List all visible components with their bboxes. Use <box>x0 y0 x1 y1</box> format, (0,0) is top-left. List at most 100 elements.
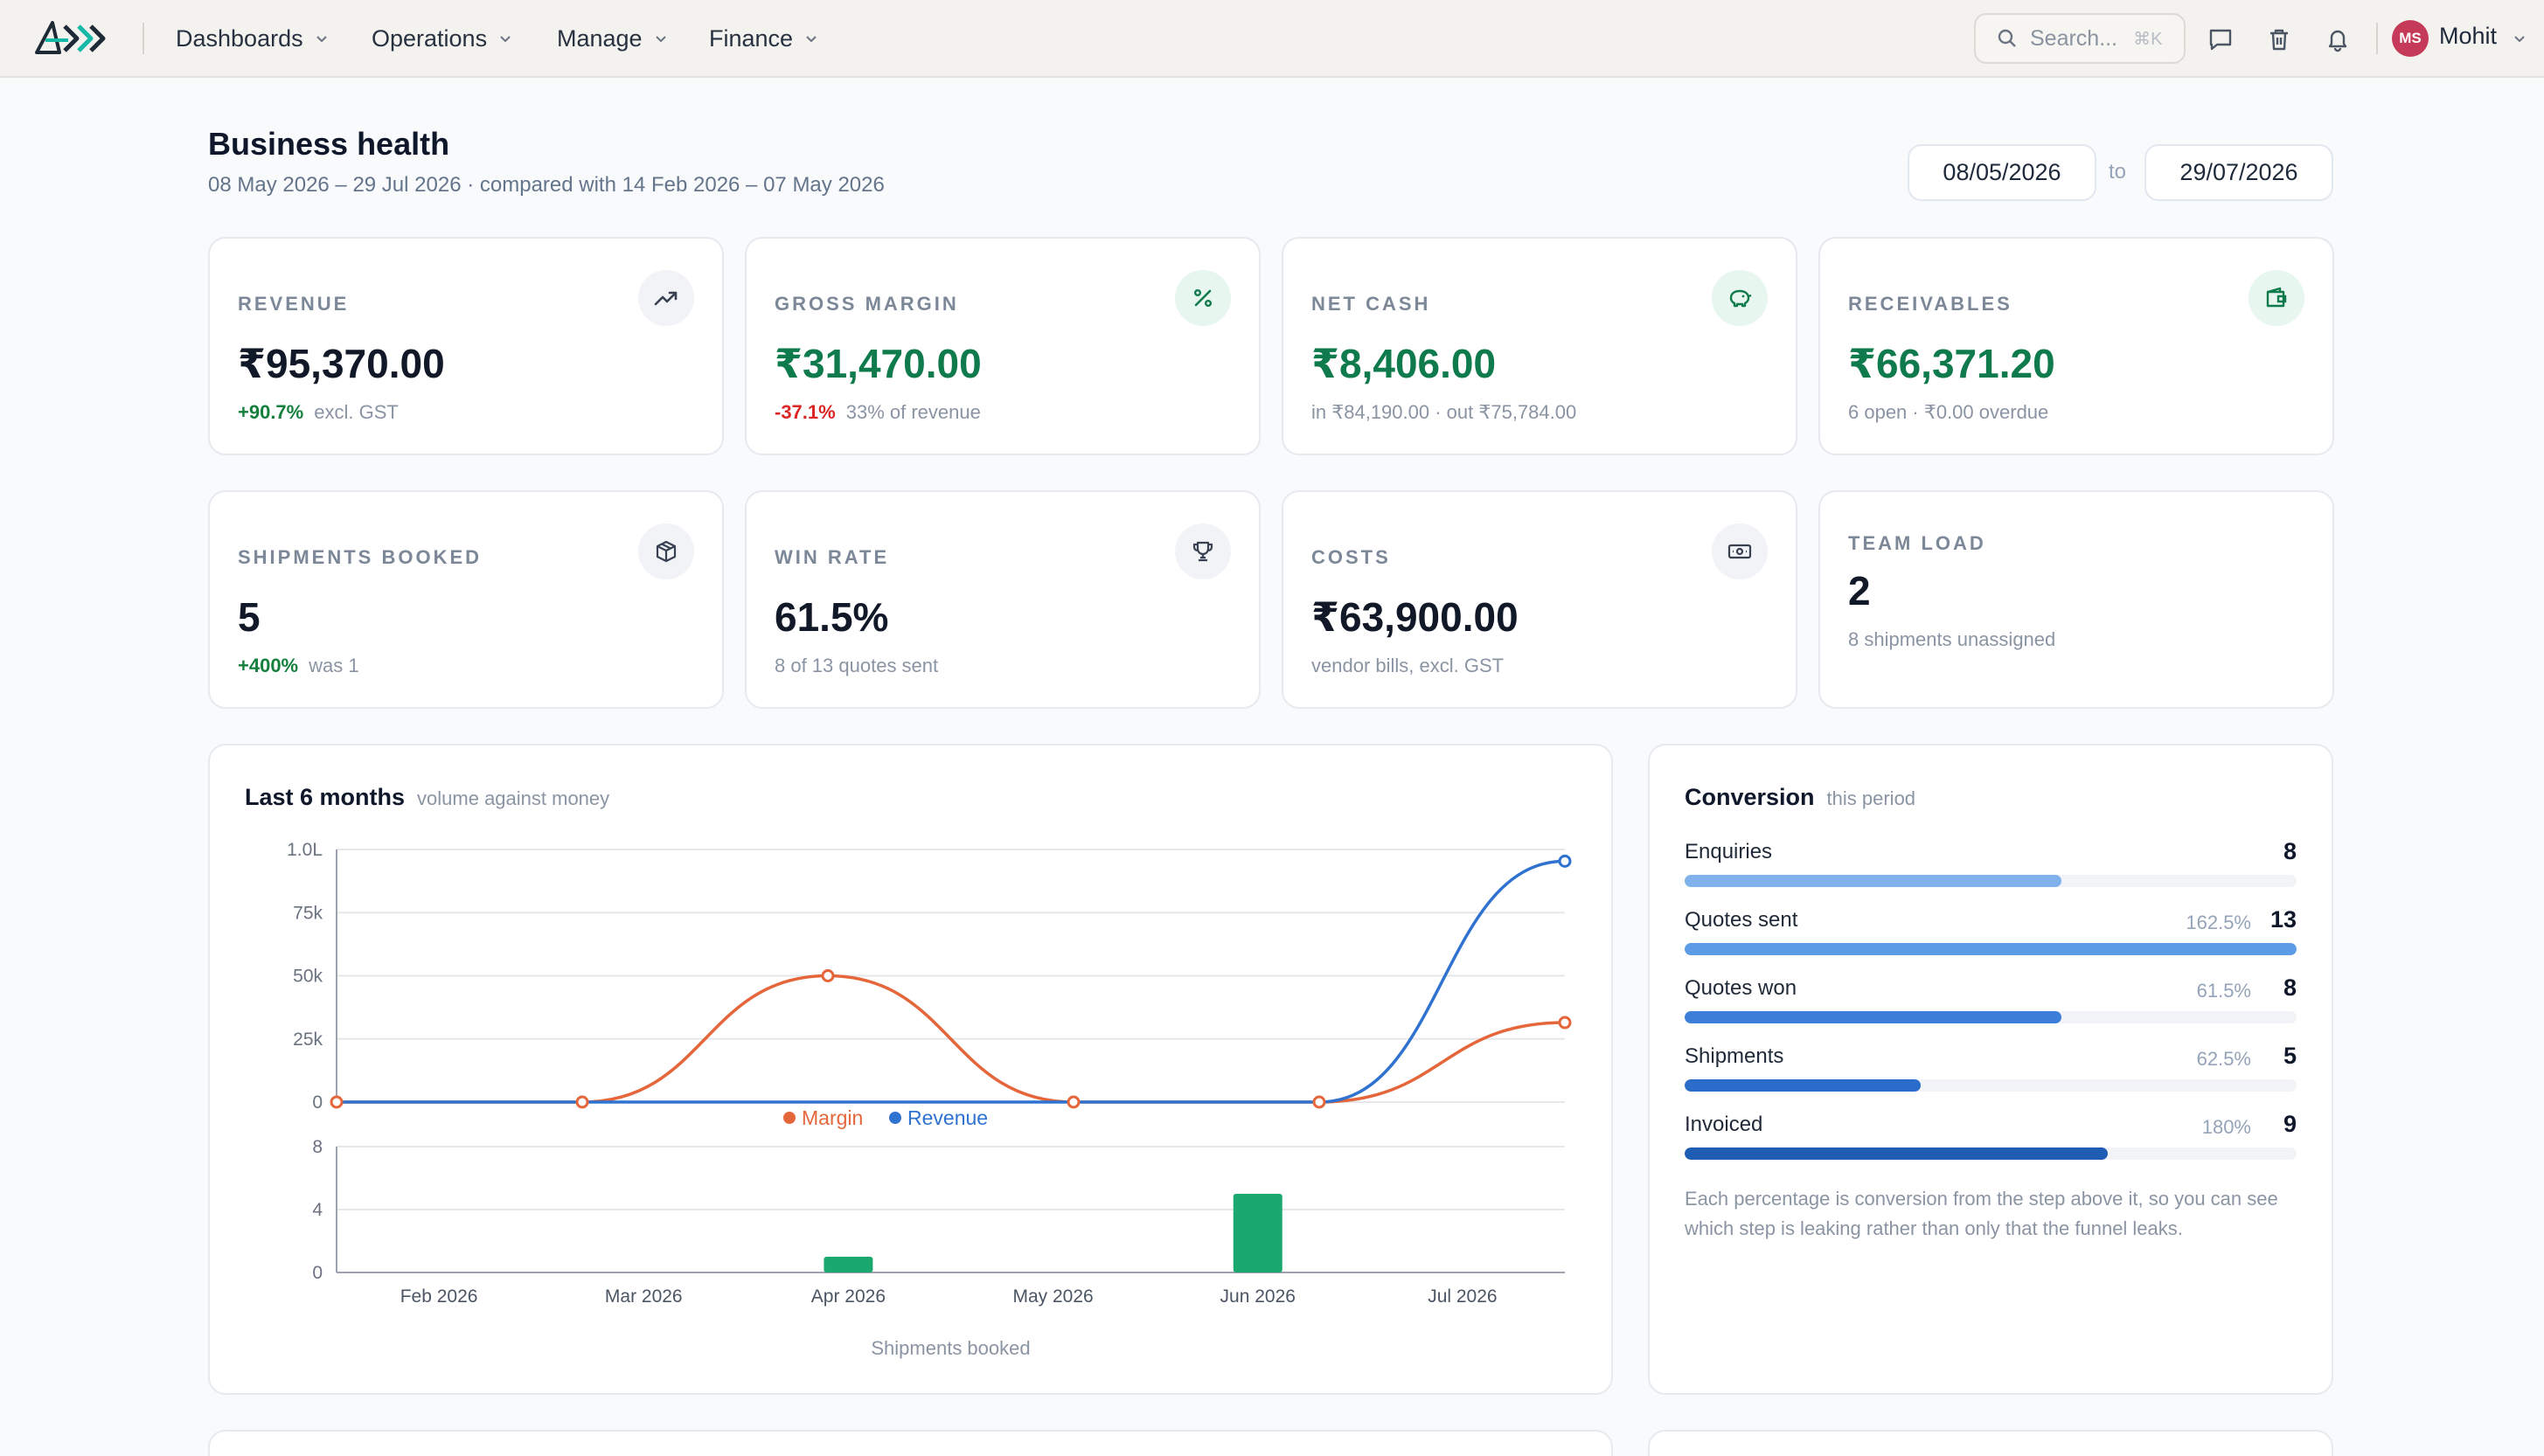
conversion-title: Conversion <box>1685 784 1815 810</box>
date-to-input[interactable]: 29/07/2026 <box>2144 144 2333 201</box>
funnel-step-percent: 180% <box>2201 1116 2251 1138</box>
data-point-margin <box>821 969 835 982</box>
next-section-card-left <box>208 1430 1613 1456</box>
kpi-value: ₹8,406.00 <box>1311 341 1497 386</box>
funnel-step-count: 5 <box>2283 1043 2297 1069</box>
kpi-card-receivables[interactable]: RECEIVABLES ₹66,371.20 6 open · ₹0.00 ov… <box>1818 237 2334 455</box>
funnel-track <box>1685 1079 2297 1092</box>
chevron-down-icon <box>655 36 666 43</box>
y-tick-label: 75k <box>293 903 323 923</box>
sub-y-tick-label: 4 <box>312 1200 323 1220</box>
date-range-separator: to <box>2109 160 2127 184</box>
x-tick-label: Mar 2026 <box>605 1286 683 1307</box>
user-name[interactable]: Mohit <box>2439 23 2498 49</box>
chart-subtitle: volume against money <box>417 787 610 809</box>
nav-dashboards[interactable]: Dashboards <box>176 21 330 56</box>
sub-chart-x-label: Shipments booked <box>871 1337 1030 1359</box>
kpi-value: 61.5% <box>775 594 889 640</box>
nav-divider <box>142 23 144 54</box>
conversion-footnote: Each percentage is conversion from the s… <box>1685 1188 2278 1239</box>
data-point-margin <box>1067 1095 1081 1109</box>
kpi-note: vendor bills, excl. GST <box>1311 655 1505 676</box>
funnel-step-percent: 162.5% <box>2186 912 2251 933</box>
funnel-row: Enquiries 8 <box>1685 838 2297 905</box>
date-from-input[interactable]: 08/05/2026 <box>1908 144 2096 201</box>
data-point-revenue <box>1558 854 1572 868</box>
sub-y-tick-label: 8 <box>312 1137 323 1157</box>
legend-label-margin: Margin <box>802 1106 863 1129</box>
package-icon <box>638 523 694 579</box>
message-square-icon <box>2209 29 2232 51</box>
kpi-value: ₹63,900.00 <box>1311 594 1519 640</box>
kpi-card-gross-margin[interactable]: GROSS MARGIN ₹31,470.00 -37.1% 33% of rev… <box>745 237 1261 455</box>
messages-button[interactable] <box>2202 21 2239 58</box>
trending-up-icon <box>638 270 694 326</box>
kpi-note: +90.7% excl. GST <box>238 401 399 424</box>
funnel-bar <box>1685 1011 2061 1023</box>
data-point-margin <box>330 1095 344 1109</box>
kpi-value: ₹31,470.00 <box>775 341 982 386</box>
legend-swatch-revenue <box>889 1112 901 1124</box>
funnel-step-name: Shipments <box>1685 1044 1784 1068</box>
page-subtitle: 08 May 2026 – 29 Jul 2026 · compared wit… <box>208 173 885 197</box>
trash-button[interactable] <box>2261 21 2297 58</box>
funnel-step-name: Invoiced <box>1685 1113 1763 1136</box>
funnel-bar <box>1685 1147 2109 1160</box>
chart-panel-title: Last 6 months volume against money <box>245 784 609 811</box>
y-tick-label: 25k <box>293 1030 323 1050</box>
kpi-delta: +90.7% <box>238 401 304 423</box>
kpi-card-shipments-booked[interactable]: SHIPMENTS BOOKED 5 +400% was 1 <box>208 490 724 709</box>
kpi-label: WIN RATE <box>775 546 890 568</box>
banknote-icon <box>1712 523 1768 579</box>
funnel-row: Quotes sent 162.5% 13 <box>1685 906 2297 973</box>
y-tick-label: 1.0L <box>287 840 323 860</box>
kpi-note: -37.1% 33% of revenue <box>775 401 981 424</box>
kpi-value: 5 <box>238 594 261 640</box>
kpi-card-costs[interactable]: COSTS ₹63,900.00 vendor bills, excl. GST <box>1282 490 1797 709</box>
trophy-icon <box>1175 523 1231 579</box>
kpi-note-text: excl. GST <box>314 401 399 423</box>
nav-dashboards-label: Dashboards <box>176 24 303 52</box>
x-tick-label: Jul 2026 <box>1428 1286 1497 1307</box>
conversion-card: Conversion this period Enquiries 8 Quotes s… <box>1648 744 2333 1395</box>
page-title: Business health <box>208 126 450 162</box>
kpi-label: RECEIVABLES <box>1848 293 2012 315</box>
chevron-down-icon[interactable] <box>2512 31 2527 46</box>
x-tick-label: May 2026 <box>1012 1286 1093 1307</box>
brand-logo-icon[interactable] <box>33 17 107 59</box>
search-icon <box>1998 29 2016 47</box>
shipments-bar <box>1233 1194 1282 1272</box>
user-divider <box>2376 23 2378 54</box>
series-line-revenue <box>337 859 1566 1104</box>
funnel-step-percent: 61.5% <box>2196 980 2251 1002</box>
wallet-icon <box>2249 270 2304 326</box>
volume-money-chart: 1.0L 75k 50k 25k 0 Margin Revenue 8 4 0 Feb 2026 Ma… <box>287 840 1572 1359</box>
nav-finance-label: Finance <box>709 24 794 52</box>
kpi-note-text: was 1 <box>309 655 359 676</box>
kpi-delta: -37.1% <box>775 401 836 423</box>
kpi-card-win-rate[interactable]: WIN RATE 61.5% 8 of 13 quotes sent <box>745 490 1261 709</box>
kpi-label: GROSS MARGIN <box>775 293 959 315</box>
y-tick-label: 0 <box>312 1092 323 1113</box>
funnel-step-name: Quotes won <box>1685 976 1797 1000</box>
nav-operations[interactable]: Operations <box>372 21 513 56</box>
kpi-card-net-cash[interactable]: NET CASH ₹8,406.00 in ₹84,190.00 · out ₹… <box>1282 237 1797 455</box>
nav-manage[interactable]: Manage <box>557 21 669 56</box>
nav-operations-label: Operations <box>372 24 488 52</box>
nav-finance[interactable]: Finance <box>709 21 819 56</box>
chevron-down-icon <box>500 36 511 43</box>
kpi-card-team-load[interactable]: TEAM LOAD 2 8 shipments unassigned <box>1818 490 2334 709</box>
notifications-button[interactable] <box>2319 21 2356 58</box>
avatar[interactable]: MS <box>2392 20 2429 57</box>
kpi-card-revenue[interactable]: REVENUE ₹95,370.00 +90.7% excl. GST <box>208 237 724 455</box>
funnel-step-count: 8 <box>2283 974 2297 1001</box>
sub-y-tick-label: 0 <box>312 1263 323 1283</box>
funnel-step-count: 9 <box>2283 1111 2297 1137</box>
last-6-months-chart-card: Last 6 months volume against money 1.0L 75… <box>208 744 1613 1395</box>
kpi-note-text: 33% of revenue <box>845 401 981 423</box>
kpi-label: SHIPMENTS BOOKED <box>238 546 483 568</box>
shipments-bar <box>824 1257 873 1272</box>
legend-swatch-margin <box>783 1112 796 1124</box>
search-input[interactable]: Search... ⌘K <box>1974 13 2186 64</box>
piggy-bank-icon <box>1712 270 1768 326</box>
